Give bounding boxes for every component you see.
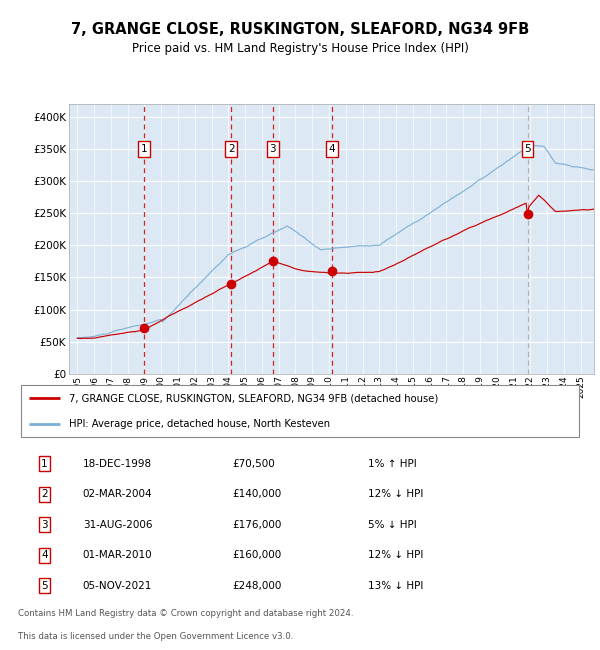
Text: £70,500: £70,500 bbox=[232, 459, 275, 469]
Text: HPI: Average price, detached house, North Kesteven: HPI: Average price, detached house, Nort… bbox=[69, 419, 330, 429]
Text: 2: 2 bbox=[228, 144, 235, 154]
Text: 12% ↓ HPI: 12% ↓ HPI bbox=[368, 551, 423, 560]
Text: 18-DEC-1998: 18-DEC-1998 bbox=[83, 459, 152, 469]
Text: 31-AUG-2006: 31-AUG-2006 bbox=[83, 520, 152, 530]
Text: 1: 1 bbox=[41, 459, 48, 469]
Text: 12% ↓ HPI: 12% ↓ HPI bbox=[368, 489, 423, 499]
Text: £140,000: £140,000 bbox=[232, 489, 281, 499]
Text: 3: 3 bbox=[41, 520, 48, 530]
Text: 3: 3 bbox=[269, 144, 276, 154]
Text: 4: 4 bbox=[329, 144, 335, 154]
FancyBboxPatch shape bbox=[21, 385, 579, 437]
Text: 13% ↓ HPI: 13% ↓ HPI bbox=[368, 581, 423, 591]
Text: 1% ↑ HPI: 1% ↑ HPI bbox=[368, 459, 416, 469]
Text: Contains HM Land Registry data © Crown copyright and database right 2024.: Contains HM Land Registry data © Crown c… bbox=[18, 610, 353, 619]
Text: 7, GRANGE CLOSE, RUSKINGTON, SLEAFORD, NG34 9FB (detached house): 7, GRANGE CLOSE, RUSKINGTON, SLEAFORD, N… bbox=[69, 393, 438, 404]
Text: 5: 5 bbox=[41, 581, 48, 591]
Text: 2: 2 bbox=[41, 489, 48, 499]
Text: £160,000: £160,000 bbox=[232, 551, 281, 560]
Text: 5: 5 bbox=[524, 144, 531, 154]
Text: £248,000: £248,000 bbox=[232, 581, 281, 591]
Text: £176,000: £176,000 bbox=[232, 520, 281, 530]
Text: 02-MAR-2004: 02-MAR-2004 bbox=[83, 489, 152, 499]
Text: Price paid vs. HM Land Registry's House Price Index (HPI): Price paid vs. HM Land Registry's House … bbox=[131, 42, 469, 55]
Text: 7, GRANGE CLOSE, RUSKINGTON, SLEAFORD, NG34 9FB: 7, GRANGE CLOSE, RUSKINGTON, SLEAFORD, N… bbox=[71, 21, 529, 37]
Text: This data is licensed under the Open Government Licence v3.0.: This data is licensed under the Open Gov… bbox=[18, 632, 293, 642]
Text: 4: 4 bbox=[41, 551, 48, 560]
Text: 5% ↓ HPI: 5% ↓ HPI bbox=[368, 520, 416, 530]
Text: 01-MAR-2010: 01-MAR-2010 bbox=[83, 551, 152, 560]
Text: 1: 1 bbox=[140, 144, 147, 154]
Text: 05-NOV-2021: 05-NOV-2021 bbox=[83, 581, 152, 591]
